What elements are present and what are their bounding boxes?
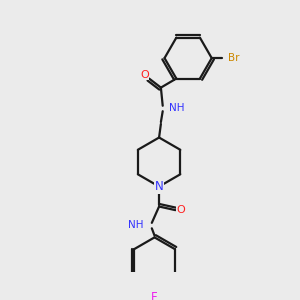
Text: NH: NH: [169, 103, 184, 112]
Text: F: F: [151, 291, 158, 300]
Text: O: O: [176, 205, 185, 215]
Text: N: N: [155, 180, 164, 193]
Text: NH: NH: [128, 220, 144, 230]
Text: Br: Br: [228, 53, 240, 63]
Text: O: O: [140, 70, 149, 80]
